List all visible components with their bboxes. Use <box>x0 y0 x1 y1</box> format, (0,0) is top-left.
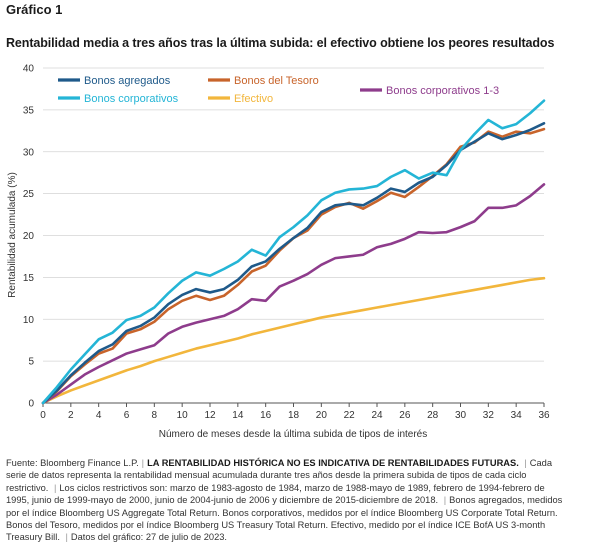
disclaimer-text: LA RENTABILIDAD HISTÓRICA NO ES INDICATI… <box>147 458 519 468</box>
y-tick-label-20: 20 <box>23 231 35 242</box>
x-axis-label: Número de meses desde la última subida d… <box>159 429 427 440</box>
legend-label-bonos-corporativos: Bonos corporativos <box>84 93 179 105</box>
x-tick-label-34: 34 <box>511 410 523 421</box>
y-tick-label-40: 40 <box>23 64 35 75</box>
x-tick-label-22: 22 <box>344 410 356 421</box>
note-series: Cada serie de datos representa la rentab… <box>6 458 553 493</box>
x-tick-label-26: 26 <box>399 410 411 421</box>
chart-title: Rentabilidad media a tres años tras la ú… <box>6 36 555 50</box>
x-tick-label-2: 2 <box>68 410 74 421</box>
series-lines <box>41 99 546 405</box>
note-cycles: Los ciclos restrictivos son: marzo de 19… <box>6 482 545 506</box>
x-tick-label-18: 18 <box>288 410 300 421</box>
x-tick-label-28: 28 <box>427 410 439 421</box>
series-line-bonos-del-tesoro <box>41 127 546 405</box>
legend-label-bonos-del-tesoro: Bonos del Tesoro <box>234 75 319 87</box>
x-tick-label-8: 8 <box>152 410 158 421</box>
y-tick-label-5: 5 <box>28 357 34 368</box>
y-axis-label: Rentabilidad acumulada (%) <box>7 172 18 298</box>
x-tick-label-30: 30 <box>455 410 467 421</box>
y-tick-label-30: 30 <box>23 147 35 158</box>
series-line-bonos-corporativos-1-3 <box>41 183 546 405</box>
note-indices: Bonos agregados, medidos por el índice B… <box>6 495 563 543</box>
chart-date: Datos del gráfico: 27 de julio de 2023. <box>70 532 228 543</box>
x-tick-label-4: 4 <box>96 410 102 421</box>
series-line-bonos-corporativos <box>41 99 546 405</box>
source-text: Fuente: Bloomberg Finance L.P. <box>6 458 139 468</box>
footnote: Fuente: Bloomberg Finance L.P. | LA RENTAB… <box>6 458 563 543</box>
x-tick-label-6: 6 <box>124 410 130 421</box>
series-line-efectivo <box>41 276 546 405</box>
y-tick-label-0: 0 <box>28 399 34 410</box>
y-tick-label-10: 10 <box>23 315 35 326</box>
x-tick-label-14: 14 <box>232 410 244 421</box>
x-tick-label-0: 0 <box>40 410 46 421</box>
x-tick-label-32: 32 <box>483 410 495 421</box>
x-tick-label-12: 12 <box>204 410 216 421</box>
y-tick-label-25: 25 <box>23 189 35 200</box>
y-tick-label-15: 15 <box>23 273 35 284</box>
legend-label-efectivo: Efectivo <box>234 93 273 105</box>
figure-label: Gráfico 1 <box>6 2 63 17</box>
y-tick-label-35: 35 <box>23 105 35 116</box>
legend-label-bonos-corporativos-1-3: Bonos corporativos 1-3 <box>386 85 499 97</box>
x-tick-label-10: 10 <box>177 410 189 421</box>
x-tick-label-24: 24 <box>371 410 383 421</box>
x-tick-label-16: 16 <box>260 410 272 421</box>
x-tick-label-20: 20 <box>316 410 328 421</box>
grid <box>43 67 544 362</box>
legend-label-bonos-agregados: Bonos agregados <box>84 75 171 87</box>
x-tick-label-36: 36 <box>538 410 550 421</box>
legend: Bonos agregados Bonos corporativos Bonos d… <box>58 75 499 105</box>
